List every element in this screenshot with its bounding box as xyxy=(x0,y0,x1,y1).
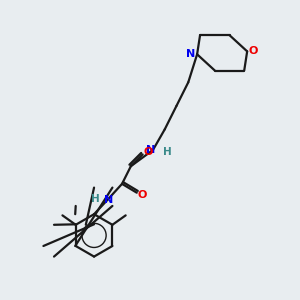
Text: N: N xyxy=(186,49,195,59)
Text: O: O xyxy=(138,190,147,200)
Text: O: O xyxy=(143,147,153,157)
Text: H: H xyxy=(91,194,99,204)
Text: H: H xyxy=(163,147,172,158)
Text: N: N xyxy=(146,145,155,155)
Text: O: O xyxy=(249,46,258,56)
Text: N: N xyxy=(104,195,113,205)
